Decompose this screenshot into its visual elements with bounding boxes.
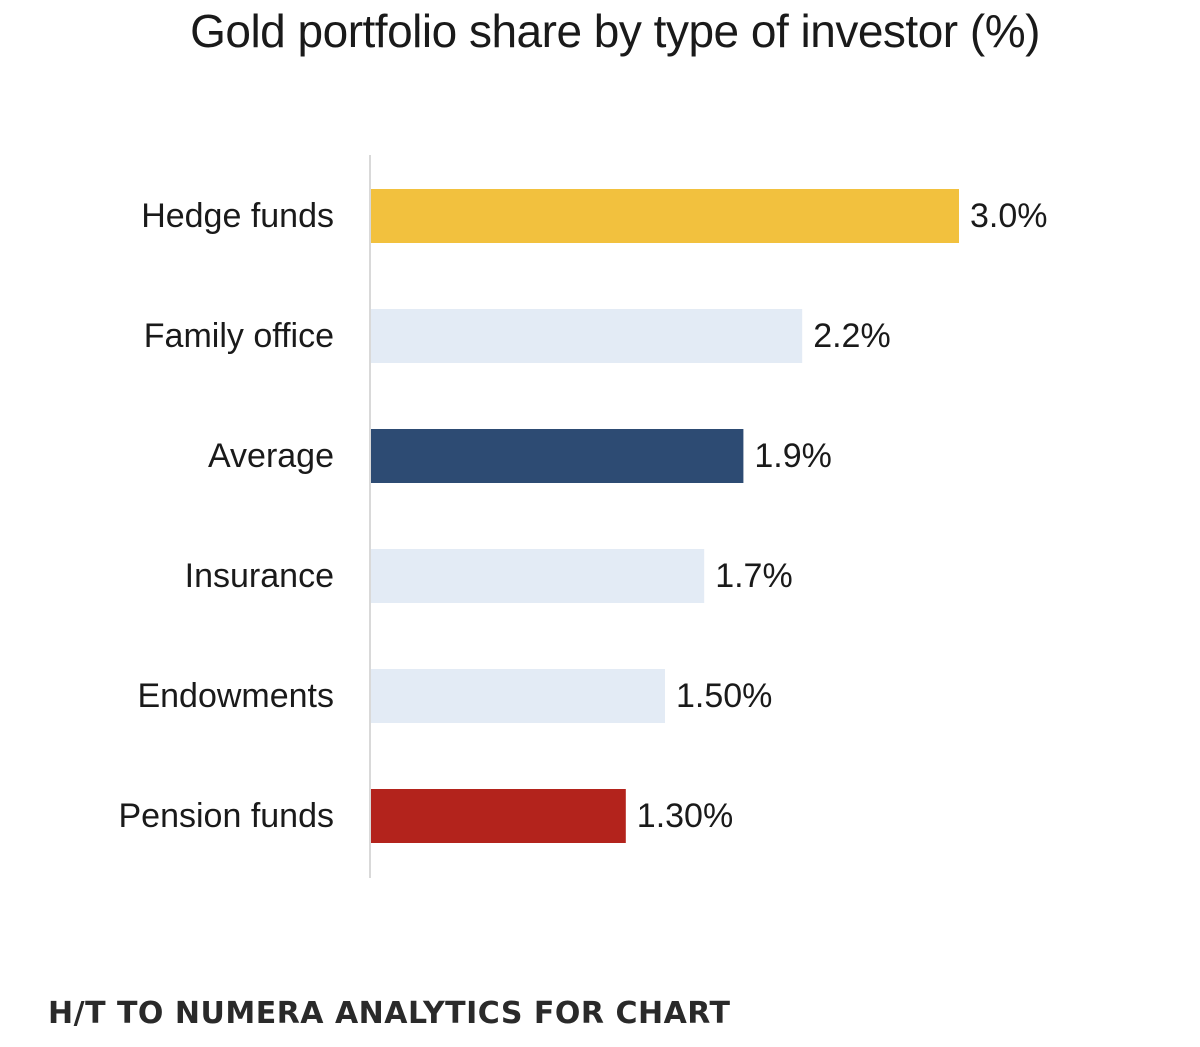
bar-average <box>371 429 744 483</box>
category-label-hedge-funds: Hedge funds <box>141 197 334 235</box>
value-label-average: 1.9% <box>754 437 832 475</box>
value-label-pension-funds: 1.30% <box>637 797 733 835</box>
bar-endowments <box>371 669 665 723</box>
bar-chart: Hedge funds 3.0% Family office 2.2% Average 1… <box>119 155 1048 878</box>
category-label-family-office: Family office <box>144 317 334 355</box>
bar-hedge-funds <box>371 189 959 243</box>
chart-credit: H/T TO NUMERA ANALYTICS FOR CHART <box>48 996 731 1031</box>
chart-title: Gold portfolio share by type of investor… <box>190 5 1040 57</box>
value-label-insurance: 1.7% <box>715 557 793 595</box>
value-label-endowments: 1.50% <box>676 677 772 715</box>
value-label-family-office: 2.2% <box>813 317 891 355</box>
value-label-hedge-funds: 3.0% <box>970 197 1048 235</box>
bar-insurance <box>371 549 705 603</box>
category-label-pension-funds: Pension funds <box>119 797 335 835</box>
category-label-insurance: Insurance <box>185 557 334 595</box>
category-label-endowments: Endowments <box>137 677 334 715</box>
bar-family-office <box>371 309 803 363</box>
category-label-average: Average <box>208 437 334 475</box>
bar-pension-funds <box>371 789 626 843</box>
